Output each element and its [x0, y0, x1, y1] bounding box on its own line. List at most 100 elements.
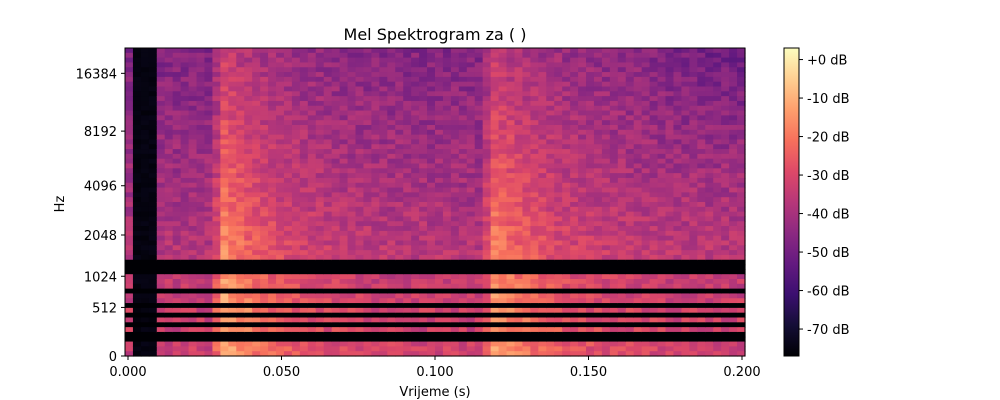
spectrogram-cell: [180, 317, 190, 323]
spectrogram-cell: [148, 341, 158, 347]
spectrogram-cell: [403, 259, 412, 266]
spectrogram-cell: [697, 144, 706, 150]
spectrogram-cell: [196, 206, 206, 213]
spectrogram-cell: [291, 211, 301, 218]
spectrogram-cell: [228, 110, 237, 116]
spectrogram-cell: [180, 100, 190, 107]
spectrogram-cell: [188, 72, 198, 78]
spectrogram-cell: [244, 259, 253, 266]
spectrogram-cell: [427, 202, 436, 208]
spectrogram-cell: [363, 91, 373, 97]
spectrogram-cell: [331, 67, 341, 73]
spectrogram-cell: [458, 96, 468, 102]
spectrogram-cell: [442, 81, 452, 88]
spectrogram-cell: [204, 322, 214, 328]
spectrogram-cell: [331, 153, 341, 160]
spectrogram-cell: [586, 341, 595, 347]
spectrogram-cell: [633, 274, 643, 280]
spectrogram-cell: [291, 269, 301, 275]
spectrogram-cell: [649, 264, 659, 270]
spectrogram-cell: [156, 125, 166, 131]
spectrogram-cell: [347, 76, 357, 83]
spectrogram-cell: [323, 125, 333, 131]
spectrogram-cell: [220, 331, 229, 338]
spectrogram-cell: [578, 72, 587, 78]
spectrogram-cell: [514, 173, 524, 179]
spectrogram-cell: [291, 230, 301, 237]
spectrogram-cell: [260, 149, 269, 155]
spectrogram-cell: [220, 307, 229, 314]
spectrogram-cell: [236, 288, 245, 295]
spectrogram-cell: [220, 312, 229, 319]
spectrogram-cell: [593, 91, 603, 97]
spectrogram-cell: [729, 303, 738, 309]
spectrogram-cell: [347, 67, 357, 73]
spectrogram-cell: [625, 235, 635, 242]
spectrogram-cell: [673, 250, 683, 256]
spectrogram-cell: [148, 163, 158, 169]
spectrogram-cell: [276, 259, 285, 266]
spectrogram-cell: [411, 221, 420, 227]
spectrogram-cell: [244, 182, 253, 189]
spectrogram-cell: [514, 192, 524, 198]
spectrogram-cell: [649, 62, 659, 68]
spectrogram-cell: [609, 346, 619, 352]
spectrogram-cell: [180, 197, 190, 203]
spectrogram-cell: [578, 187, 587, 193]
spectrogram-cell: [188, 86, 198, 92]
spectrogram-cell: [188, 226, 198, 232]
spectrogram-cell: [697, 139, 706, 145]
spectrogram-cell: [625, 303, 635, 309]
spectrogram-cell: [514, 211, 524, 218]
spectrogram-cell: [458, 226, 468, 232]
spectrogram-cell: [673, 62, 683, 68]
spectrogram-cell: [689, 336, 698, 343]
spectrogram-cell: [514, 76, 524, 83]
spectrogram-cell: [466, 187, 476, 193]
spectrogram-cell: [268, 120, 277, 126]
spectrogram-cell: [419, 72, 428, 78]
spectrogram-cell: [283, 259, 293, 266]
spectrogram-cell: [379, 100, 388, 107]
spectrogram-cell: [625, 254, 635, 261]
spectrogram-cell: [625, 283, 635, 290]
spectrogram-cell: [307, 52, 317, 59]
spectrogram-cell: [673, 57, 683, 64]
spectrogram-cell: [148, 197, 158, 203]
spectrogram-cell: [355, 211, 365, 218]
spectrogram-cell: [586, 211, 595, 218]
spectrogram-cell: [268, 202, 277, 208]
spectrogram-cell: [466, 274, 476, 280]
spectrogram-cell: [498, 298, 508, 304]
spectrogram-cell: [713, 221, 722, 227]
spectrogram-cell: [546, 129, 555, 136]
spectrogram-cell: [355, 307, 365, 314]
spectrogram-cell: [562, 230, 571, 237]
spectrogram-cell: [435, 254, 444, 261]
spectrogram-cell: [172, 245, 182, 251]
spectrogram-cell: [737, 158, 746, 165]
spectrogram-cell: [411, 240, 420, 246]
spectrogram-cell: [307, 76, 317, 83]
spectrogram-cell: [172, 120, 182, 126]
spectrogram-cell: [641, 62, 651, 68]
spectrogram-cell: [411, 62, 420, 68]
spectrogram-cell: [347, 269, 357, 275]
spectrogram-cell: [371, 149, 380, 155]
spectrogram-cell: [498, 153, 508, 160]
spectrogram-cell: [625, 322, 635, 328]
spectrogram-cell: [601, 129, 611, 136]
spectrogram-cell: [657, 327, 667, 333]
spectrogram-cell: [681, 264, 690, 270]
spectrogram-cell: [315, 187, 325, 193]
spectrogram-cell: [395, 221, 404, 227]
spectrogram-cell: [339, 48, 349, 54]
spectrogram-cell: [442, 72, 452, 78]
spectrogram-cell: [633, 86, 643, 92]
spectrogram-cell: [641, 72, 651, 78]
spectrogram-cell: [387, 341, 396, 347]
spectrogram-cell: [617, 57, 627, 64]
spectrogram-cell: [252, 153, 261, 160]
spectrogram-cell: [260, 303, 269, 309]
spectrogram-cell: [291, 139, 301, 145]
